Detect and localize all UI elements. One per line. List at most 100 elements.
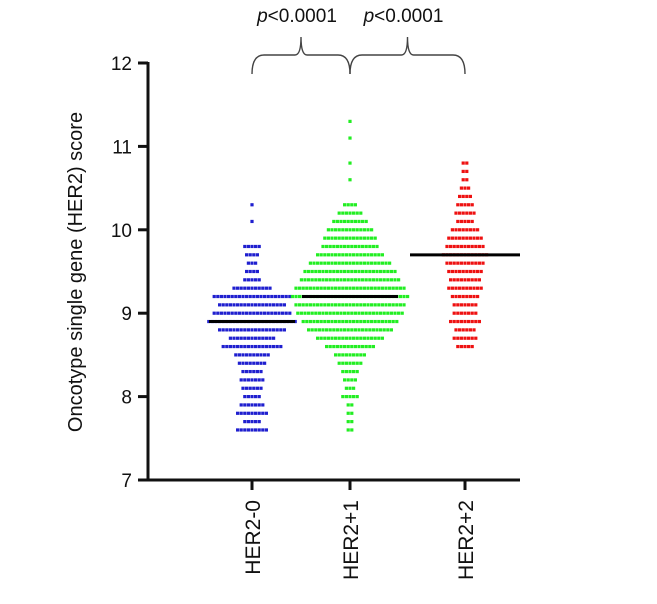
data-point bbox=[227, 311, 231, 315]
data-point bbox=[350, 378, 354, 382]
data-point bbox=[234, 294, 238, 299]
data-point bbox=[355, 361, 359, 365]
data-point bbox=[236, 303, 240, 307]
data-point bbox=[228, 344, 232, 349]
data-point bbox=[454, 228, 458, 232]
data-point bbox=[254, 378, 258, 382]
data-point bbox=[261, 403, 265, 407]
data-point bbox=[472, 211, 476, 215]
data-point bbox=[364, 328, 368, 332]
data-point bbox=[250, 403, 254, 407]
data-point bbox=[348, 286, 352, 290]
data-point bbox=[348, 236, 352, 240]
data-point bbox=[266, 311, 270, 315]
data-point bbox=[259, 353, 263, 357]
data-point bbox=[456, 219, 460, 224]
data-point bbox=[370, 236, 374, 240]
data-point bbox=[346, 403, 350, 407]
data-point bbox=[254, 328, 258, 332]
data-point bbox=[348, 395, 352, 399]
data-point bbox=[470, 203, 474, 207]
data-point bbox=[459, 244, 463, 249]
data-point bbox=[456, 344, 460, 349]
data-point bbox=[459, 261, 463, 265]
data-point bbox=[316, 253, 320, 257]
data-point bbox=[355, 369, 359, 374]
data-point bbox=[334, 253, 338, 257]
data-point bbox=[257, 403, 261, 407]
data-point bbox=[364, 278, 368, 282]
data-point bbox=[352, 353, 356, 357]
data-point bbox=[250, 344, 254, 349]
data-point bbox=[452, 261, 456, 265]
data-point bbox=[476, 294, 480, 299]
data-point bbox=[373, 261, 377, 265]
y-tick-label: 10 bbox=[111, 221, 132, 242]
data-point bbox=[239, 344, 243, 349]
data-point bbox=[463, 311, 467, 315]
data-point bbox=[219, 294, 223, 299]
data-point bbox=[254, 411, 258, 415]
data-point bbox=[350, 403, 354, 407]
data-point bbox=[314, 278, 318, 282]
data-point bbox=[341, 336, 345, 340]
data-point bbox=[395, 319, 399, 324]
data-point bbox=[465, 269, 469, 274]
data-point bbox=[323, 253, 327, 257]
data-point bbox=[459, 336, 463, 340]
data-point bbox=[332, 311, 336, 315]
data-point bbox=[261, 286, 265, 290]
data-point bbox=[332, 344, 336, 349]
data-point bbox=[239, 328, 243, 332]
data-point bbox=[454, 286, 458, 290]
data-point bbox=[246, 344, 250, 349]
data-point bbox=[239, 411, 243, 415]
data-point bbox=[353, 378, 357, 382]
data-point bbox=[461, 228, 465, 232]
data-point bbox=[257, 420, 261, 424]
data-point bbox=[364, 311, 368, 315]
data-point bbox=[391, 319, 395, 324]
data-point bbox=[326, 303, 330, 307]
data-point bbox=[398, 294, 402, 299]
data-point bbox=[368, 269, 372, 274]
data-point bbox=[343, 244, 347, 249]
data-point bbox=[468, 228, 472, 232]
data-point bbox=[470, 336, 474, 340]
data-point bbox=[476, 228, 480, 232]
data-point bbox=[312, 303, 316, 307]
data-point bbox=[344, 369, 348, 374]
y-tick-label: 7 bbox=[121, 471, 132, 492]
data-point bbox=[264, 336, 268, 340]
data-point bbox=[243, 336, 247, 340]
data-point bbox=[341, 228, 345, 232]
y-tick-label: 11 bbox=[112, 137, 132, 158]
data-point bbox=[323, 319, 327, 324]
data-point bbox=[328, 244, 332, 249]
data-point bbox=[341, 353, 345, 357]
data-point bbox=[246, 420, 250, 424]
data-point bbox=[352, 395, 356, 399]
data-point bbox=[346, 244, 350, 249]
data-point bbox=[330, 236, 334, 240]
data-point bbox=[352, 386, 356, 390]
data-point bbox=[326, 228, 330, 232]
data-point bbox=[370, 261, 374, 265]
data-point bbox=[350, 269, 354, 274]
data-point bbox=[380, 253, 384, 257]
data-point bbox=[377, 336, 381, 340]
data-point bbox=[348, 303, 352, 307]
data-point bbox=[355, 236, 359, 240]
x-tick-label: HER2-0 bbox=[242, 500, 265, 575]
data-point bbox=[461, 269, 465, 274]
data-point bbox=[252, 253, 256, 257]
data-point bbox=[348, 211, 352, 215]
data-point bbox=[259, 294, 263, 299]
data-point bbox=[380, 303, 384, 307]
data-point bbox=[467, 336, 471, 340]
data-point bbox=[366, 253, 370, 257]
data-point bbox=[337, 353, 341, 357]
data-point bbox=[368, 244, 372, 249]
data-point bbox=[406, 294, 410, 299]
data-point bbox=[270, 294, 274, 299]
